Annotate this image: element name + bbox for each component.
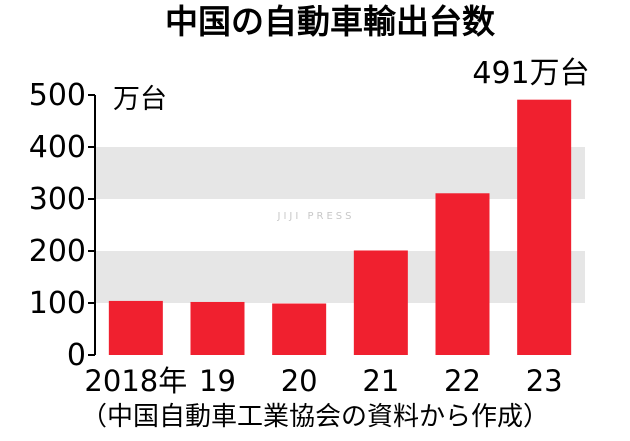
y-tick-label: 0 bbox=[67, 338, 86, 373]
y-tick-label: 500 bbox=[29, 78, 86, 113]
grid-band bbox=[95, 251, 585, 303]
bar-19 bbox=[190, 301, 245, 355]
y-tick-label: 200 bbox=[29, 234, 86, 269]
bar-22 bbox=[435, 193, 490, 355]
grid-band bbox=[95, 147, 585, 199]
x-tick-label: 19 bbox=[199, 364, 236, 398]
x-tick-label: 2018年 bbox=[84, 364, 187, 398]
x-tick-label: 22 bbox=[444, 364, 481, 398]
x-tick-label: 23 bbox=[526, 364, 563, 398]
chart-title: 中国の自動車輸出台数 bbox=[165, 2, 496, 41]
value-callout: 491万台 bbox=[472, 56, 589, 91]
bars bbox=[108, 99, 572, 356]
x-tick-label: 21 bbox=[362, 364, 399, 398]
y-tick-label: 100 bbox=[29, 286, 86, 321]
y-axis-ticks: 0 100 200 300 400 500 bbox=[29, 78, 95, 373]
grid-bands bbox=[95, 147, 585, 303]
unit-label: 万台 bbox=[113, 84, 167, 115]
bar-20 bbox=[272, 303, 327, 355]
watermark: JIJI PRESS bbox=[277, 211, 355, 222]
bar-23 bbox=[517, 99, 572, 356]
source-note: （中国自動車工業協会の資料から作成） bbox=[81, 402, 549, 432]
bar-21 bbox=[353, 250, 408, 355]
y-tick-label: 400 bbox=[29, 130, 86, 165]
y-tick-label: 300 bbox=[29, 182, 86, 217]
bar-2018年 bbox=[108, 300, 163, 355]
x-axis-ticks: 2018年 19 20 21 22 23 bbox=[84, 364, 562, 398]
x-tick-label: 20 bbox=[281, 364, 318, 398]
